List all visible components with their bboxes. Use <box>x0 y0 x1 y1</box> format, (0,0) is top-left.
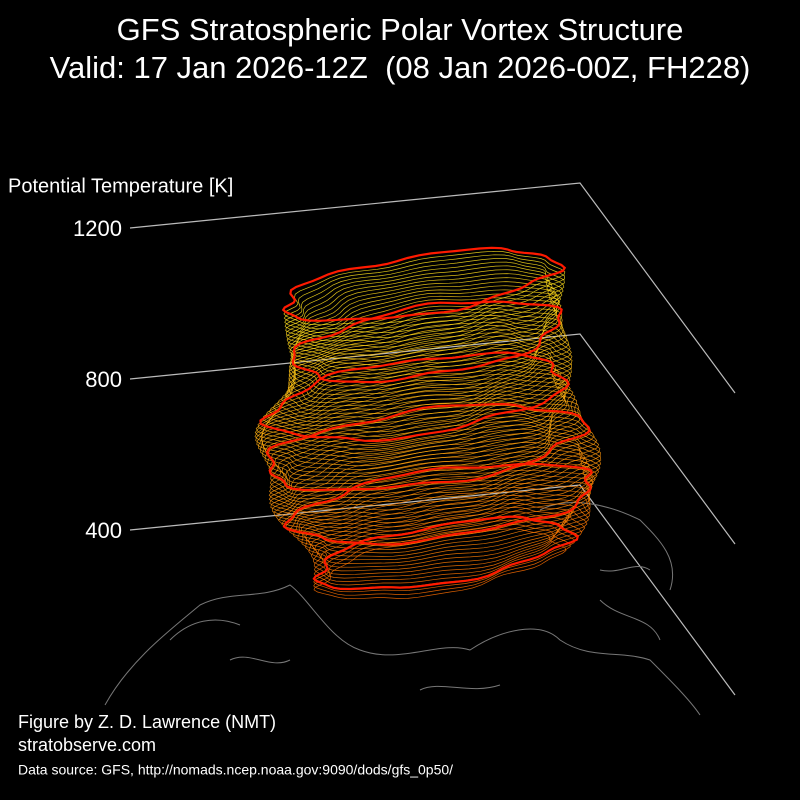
vortex-layer <box>290 311 566 395</box>
vortex-surface <box>254 247 602 600</box>
vortex-layer <box>283 250 566 326</box>
chart-subtitle: Valid: 17 Jan 2026-12Z (08 Jan 2026-00Z,… <box>50 50 751 85</box>
z-tick-label: 1200 <box>73 216 122 241</box>
vortex-layer <box>284 261 565 338</box>
vortex-layer <box>287 281 559 362</box>
vortex-layer <box>281 328 573 415</box>
vortex-layer <box>311 499 589 575</box>
vortex-layer <box>313 519 575 593</box>
z-axis-label: Potential Temperature [K] <box>8 175 233 197</box>
coastlines <box>104 502 701 716</box>
chart-title: GFS Stratospheric Polar Vortex Structure <box>117 12 684 47</box>
vortex-layer <box>260 386 576 474</box>
vortex-contours <box>259 246 594 591</box>
grid-line <box>129 182 736 394</box>
contour-ring <box>312 515 579 591</box>
vortex-layer <box>289 289 559 371</box>
contour-ring <box>282 462 594 546</box>
vortex-layer <box>262 348 571 437</box>
z-tick-label: 800 <box>85 367 122 392</box>
grid-line <box>129 484 736 696</box>
vortex-layer <box>271 442 600 528</box>
vortex-layer <box>284 258 565 334</box>
contour-ring <box>291 300 563 384</box>
credit-author: Figure by Z. D. Lawrence (NMT) <box>18 712 276 732</box>
vortex-layer <box>265 401 588 489</box>
credit-site: stratobserve.com <box>18 735 156 755</box>
vortex-layer <box>269 420 601 507</box>
grid-line <box>129 333 736 545</box>
vortex-layer <box>256 378 571 467</box>
vortex-layer <box>269 416 600 503</box>
vortex-layer <box>261 390 577 478</box>
credit-source: Data source: GFS, http://nomads.ncep.noa… <box>18 762 453 778</box>
z-tick-label: 400 <box>85 518 122 543</box>
vortex-layer <box>263 397 584 485</box>
vortex-layer <box>254 365 566 455</box>
vortex-layer <box>285 265 564 343</box>
vortex-layer <box>291 308 564 391</box>
vortex-layer <box>297 478 593 557</box>
vortex-layer <box>270 408 595 496</box>
vortex-layer <box>275 451 596 536</box>
vortex-layer <box>254 369 566 459</box>
contour-ring <box>281 246 567 322</box>
contour-ring <box>259 351 571 443</box>
contour-ring <box>265 402 591 492</box>
vortex-layer <box>286 277 560 357</box>
vortex-layer <box>305 491 591 568</box>
vortex-layer <box>283 254 565 330</box>
vortex-layer <box>267 405 592 492</box>
axis-frame: 400 800 1200 <box>73 182 736 696</box>
vortex-layer <box>284 325 572 411</box>
vortex-layer <box>313 503 588 579</box>
vortex-layer <box>300 482 591 561</box>
vortex-layer <box>278 455 594 540</box>
vortex-layer <box>255 373 568 463</box>
vortex-layer <box>307 495 590 572</box>
vortex-layer <box>302 487 591 564</box>
vortex-layer <box>265 343 572 433</box>
vortex-layer <box>288 285 558 366</box>
vortex-layer <box>262 394 581 481</box>
vortex-layer <box>277 332 573 419</box>
